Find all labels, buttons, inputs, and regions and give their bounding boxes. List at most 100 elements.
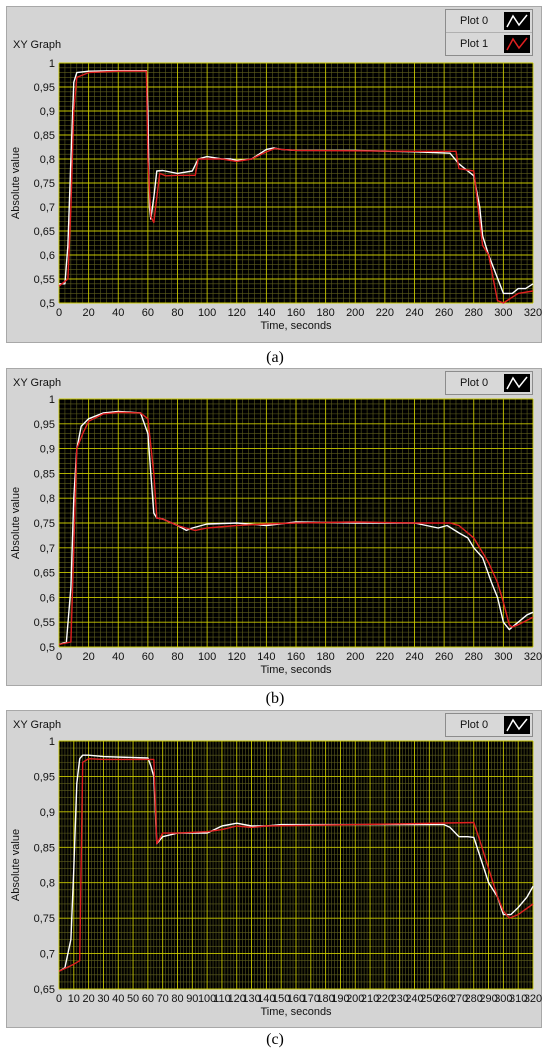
y-tick-label: 0,65 — [34, 226, 55, 238]
graph-title: XY Graph — [13, 719, 62, 731]
x-tick-label: 140 — [257, 993, 275, 1005]
x-tick-label: 90 — [186, 993, 198, 1005]
y-tick-label: 0,5 — [40, 298, 55, 310]
x-tick-label: 280 — [465, 307, 483, 319]
x-tick-label: 170 — [302, 993, 320, 1005]
xy-graph-panel-c: XY Graph Plot 0 0 10 20 30 40 50 60 70 80 90 100 11… — [6, 710, 542, 1028]
x-tick-label: 100 — [198, 651, 216, 663]
x-tick-label: 150 — [272, 993, 290, 1005]
legend-entry-plot-0[interactable]: Plot 0 — [446, 372, 532, 394]
y-tick-label: 0,85 — [34, 130, 55, 142]
x-tick-label: 110 — [213, 993, 231, 1005]
x-tick-label: 100 — [198, 307, 216, 319]
x-tick-label: 320 — [524, 307, 542, 319]
y-tick-label: 0,8 — [40, 878, 55, 890]
plot-legend: Plot 0 — [445, 713, 533, 737]
major-grid — [58, 62, 534, 304]
y-tick-label: 0,75 — [34, 178, 55, 190]
y-axis-title: Absolute value — [10, 147, 22, 219]
x-tick-label: 100 — [198, 993, 216, 1005]
xy-graph-panel-a: XY Graph Plot 0 Plot 1 0 20 40 60 80 100 120 14… — [6, 6, 542, 343]
series-line-plot-0 — [58, 754, 534, 972]
y-tick-label: 1 — [49, 58, 55, 70]
y-tick-label: 0,95 — [34, 771, 55, 783]
series-line-series-1 — [58, 411, 534, 646]
x-tick-label: 80 — [171, 307, 183, 319]
series-line-plot-0 — [58, 410, 534, 646]
x-tick-label: 0 — [56, 651, 62, 663]
x-tick-label: 70 — [157, 993, 169, 1005]
x-tick-label: 240 — [405, 651, 423, 663]
y-tick-label: 0,55 — [34, 617, 55, 629]
x-tick-label: 210 — [361, 993, 379, 1005]
xy-graph-chart: 0 20 40 60 80 100 120 140 160 180 200 220 240 260 280 3… — [10, 394, 542, 676]
x-tick-label: 140 — [257, 307, 275, 319]
legend-entry-plot-1[interactable]: Plot 1 — [446, 32, 532, 55]
x-tick-label: 180 — [316, 307, 334, 319]
legend-label: Plot 0 — [460, 15, 489, 27]
graph-title: XY Graph — [13, 377, 62, 389]
x-tick-label: 160 — [287, 993, 305, 1005]
x-tick-label: 60 — [142, 651, 154, 663]
x-tick-label: 280 — [465, 651, 483, 663]
x-tick-label: 240 — [405, 307, 423, 319]
x-tick-label: 80 — [171, 651, 183, 663]
y-tick-label: 0,95 — [34, 419, 55, 431]
x-tick-label: 200 — [346, 651, 364, 663]
y-tick-label: 0,95 — [34, 82, 55, 94]
x-tick-label: 40 — [112, 307, 124, 319]
x-tick-label: 0 — [56, 993, 62, 1005]
x-tick-label: 220 — [376, 993, 394, 1005]
x-tick-label: 270 — [450, 993, 468, 1005]
x-axis-title: Time, seconds — [260, 664, 332, 676]
x-tick-label: 240 — [405, 993, 423, 1005]
legend-entry-plot-0[interactable]: Plot 0 — [446, 10, 532, 32]
x-tick-label: 200 — [346, 307, 364, 319]
y-tick-label: 0,6 — [40, 592, 55, 604]
major-grid — [58, 740, 534, 990]
series-line-plot-1 — [58, 70, 534, 304]
graph-title: XY Graph — [13, 39, 62, 51]
x-tick-label: 20 — [83, 993, 95, 1005]
legend-swatch-white-icon — [504, 374, 530, 392]
x-axis-title: Time, seconds — [260, 1006, 332, 1018]
figure-caption: (a) — [266, 349, 284, 366]
x-tick-label: 20 — [83, 307, 95, 319]
x-tick-label: 120 — [228, 651, 246, 663]
y-tick-label: 0,5 — [40, 642, 55, 654]
y-tick-label: 0,7 — [40, 949, 55, 961]
x-tick-label: 140 — [257, 651, 275, 663]
x-tick-label: 260 — [435, 993, 453, 1005]
x-tick-label: 320 — [524, 651, 542, 663]
y-tick-label: 0,7 — [40, 543, 55, 555]
plot-legend: Plot 0 Plot 1 — [445, 9, 533, 56]
plot-legend: Plot 0 — [445, 371, 533, 395]
y-tick-label: 0,85 — [34, 468, 55, 480]
y-tick-label: 1 — [49, 736, 55, 748]
legend-entry-plot-0[interactable]: Plot 0 — [446, 714, 532, 736]
x-tick-label: 120 — [228, 993, 246, 1005]
y-tick-label: 0,75 — [34, 518, 55, 530]
x-tick-label: 220 — [376, 651, 394, 663]
x-tick-label: 260 — [435, 651, 453, 663]
x-tick-label: 180 — [316, 651, 334, 663]
x-tick-label: 20 — [83, 651, 95, 663]
x-tick-label: 300 — [494, 651, 512, 663]
x-tick-label: 300 — [494, 307, 512, 319]
x-tick-label: 230 — [391, 993, 409, 1005]
legend-label: Plot 1 — [460, 38, 489, 50]
legend-label: Plot 0 — [460, 377, 489, 389]
y-tick-label: 0,8 — [40, 493, 55, 505]
x-tick-label: 190 — [331, 993, 349, 1005]
xy-graph-chart: 0 20 40 60 80 100 120 140 160 180 200 220 240 260 280 3… — [10, 58, 542, 332]
series-line-series-1 — [58, 758, 534, 972]
x-tick-label: 290 — [479, 993, 497, 1005]
x-tick-label: 120 — [228, 307, 246, 319]
legend-swatch-red-icon — [504, 35, 530, 53]
x-tick-label: 220 — [376, 307, 394, 319]
x-tick-label: 160 — [287, 307, 305, 319]
legend-label: Plot 0 — [460, 719, 489, 731]
figure-caption: (b) — [265, 690, 285, 707]
y-tick-label: 1 — [49, 394, 55, 406]
legend-swatch-white-icon — [504, 12, 530, 30]
